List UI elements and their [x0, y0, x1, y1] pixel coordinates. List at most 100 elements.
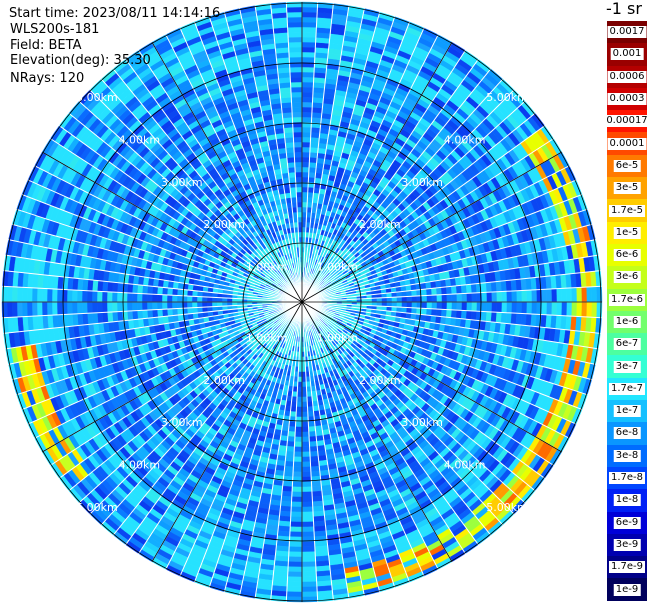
- range-gate-cell: [281, 490, 293, 497]
- range-gate-cell: [301, 581, 318, 588]
- range-gate-cell: [288, 546, 303, 553]
- range-gate-cell: [292, 466, 303, 473]
- range-gate-cell: [426, 308, 433, 316]
- range-gate-cell: [551, 301, 558, 316]
- range-gate-cell: [301, 66, 315, 73]
- range-gate-cell: [455, 309, 462, 319]
- range-gate-cell: [292, 471, 303, 478]
- range-gate-cell: [301, 456, 311, 463]
- range-gate-cell: [288, 556, 303, 563]
- range-gate-cell: [426, 288, 433, 296]
- range-gate-cell: [290, 516, 303, 523]
- range-gate-cell: [411, 307, 418, 315]
- range-gate-cell: [486, 291, 493, 303]
- range-gate-cell: [301, 176, 309, 183]
- range-gate-cell: [561, 287, 568, 303]
- range-gate-cell: [296, 406, 303, 413]
- range-gate-cell: [421, 308, 428, 316]
- range-gate-cell: [301, 531, 315, 538]
- range-gate-cell: [301, 106, 313, 113]
- range-gate-cell: [456, 293, 463, 303]
- range-gate-cell: [310, 137, 320, 144]
- range-gate-cell: [401, 296, 408, 303]
- range-gate-cell: [308, 171, 316, 178]
- range-gate-cell: [480, 282, 487, 293]
- range-gate-cell: [396, 301, 403, 308]
- range-gate-cell: [470, 283, 477, 294]
- range-gate-cell: [471, 301, 478, 312]
- range-gate-cell: [301, 501, 313, 508]
- range-gate-cell: [406, 296, 413, 303]
- range-gate-cell: [301, 576, 317, 583]
- range-gate-cell: [441, 309, 448, 318]
- range-gate-cell: [301, 546, 316, 553]
- range-gate-cell: [301, 131, 312, 138]
- range-gate-cell: [301, 156, 310, 163]
- beta-sectors: [1, 1, 603, 603]
- range-gate-cell: [436, 287, 443, 296]
- range-gate-cell: [541, 301, 548, 316]
- range-gate-cell: [521, 290, 528, 303]
- range-gate-cell: [301, 586, 318, 593]
- range-gate-cell: [294, 426, 303, 433]
- range-gate-cell: [531, 301, 538, 315]
- range-gate-cell: [431, 308, 438, 317]
- range-gate-cell: [287, 576, 303, 583]
- range-gate-cell: [291, 496, 303, 503]
- range-gate-cell: [461, 293, 468, 303]
- range-gate-cell: [586, 301, 593, 318]
- range-gate-cell: [311, 107, 323, 114]
- range-gate-cell: [301, 551, 316, 558]
- range-gate-cell: [295, 421, 303, 428]
- range-gate-cell: [455, 285, 462, 295]
- range-gate-cell: [460, 310, 467, 320]
- range-gate-cell: [310, 470, 321, 477]
- range-gate-cell: [301, 36, 317, 43]
- range-gate-cell: [506, 290, 513, 303]
- range-gate-cell: [511, 290, 518, 303]
- range-gate-cell: [301, 436, 310, 443]
- range-gate-cell: [292, 481, 303, 488]
- range-gate-cell: [309, 147, 319, 154]
- range-gate-cell: [301, 471, 312, 478]
- range-gate-cell: [470, 310, 477, 321]
- range-gate-cell: [496, 301, 503, 313]
- range-gate-cell: [591, 301, 598, 318]
- range-gate-cell: [301, 526, 315, 533]
- range-gate-cell: [301, 591, 318, 598]
- range-gate-cell: [308, 436, 317, 443]
- range-gate-cell: [460, 284, 467, 294]
- range-gate-cell: [531, 289, 538, 303]
- range-gate-cell: [541, 288, 548, 303]
- range-gate-cell: [308, 166, 317, 173]
- range-gate-cell: [301, 41, 316, 48]
- range-gate-cell: [284, 465, 294, 472]
- range-gate-cell: [290, 521, 303, 528]
- range-gate-cell: [295, 411, 303, 418]
- range-gate-cell: [421, 301, 428, 309]
- range-gate-cell: [301, 401, 308, 408]
- range-gate-cell: [311, 112, 323, 119]
- range-gate-cell: [311, 102, 324, 109]
- range-gate-cell: [301, 411, 309, 418]
- range-gate-cell: [301, 491, 313, 498]
- range-gate-cell: [309, 455, 319, 462]
- range-gate-cell: [496, 291, 503, 303]
- range-gate-cell: [301, 46, 316, 53]
- range-gate-cell: [293, 456, 303, 463]
- range-gate-cell: [288, 421, 296, 428]
- range-gate-cell: [441, 294, 448, 303]
- range-gate-cell: [506, 301, 513, 314]
- range-gate-cell: [301, 206, 308, 213]
- range-gate-cell: [301, 201, 308, 208]
- range-gate-cell: [451, 293, 458, 303]
- range-gate-cell: [301, 566, 317, 573]
- range-gate-cell: [301, 116, 312, 123]
- range-gate-cell: [284, 460, 294, 467]
- range-gate-cell: [301, 396, 308, 403]
- range-gate-cell: [289, 411, 297, 418]
- range-gate-cell: [301, 406, 308, 413]
- range-gate-cell: [485, 311, 492, 323]
- range-gate-cell: [576, 301, 583, 317]
- range-gate-cell: [480, 311, 487, 322]
